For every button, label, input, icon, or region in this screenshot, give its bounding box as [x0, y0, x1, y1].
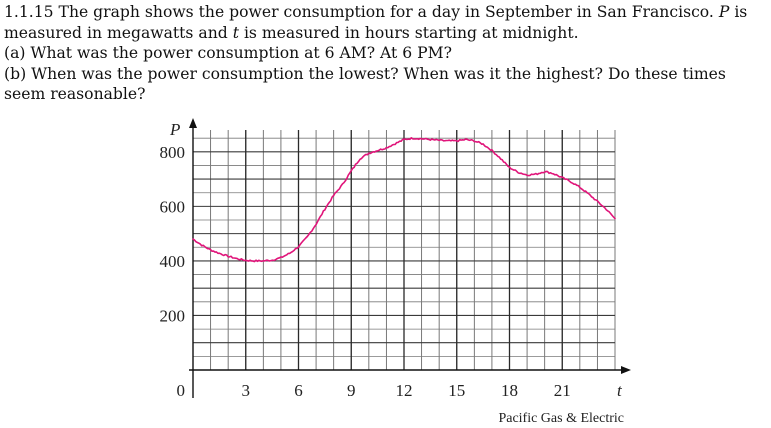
power-curve — [192, 137, 616, 263]
x-axis-arrow — [621, 366, 631, 374]
chart-series — [192, 137, 616, 263]
x-tick-label: 21 — [554, 381, 571, 400]
y-tick-label: 800 — [160, 143, 186, 162]
chart-grid — [193, 130, 616, 370]
problem-part-b-line-1: (b) When was the power consumption the l… — [4, 64, 726, 83]
problem-part-a: (a) What was the power consumption at 6 … — [4, 44, 452, 62]
source-credit: Pacific Gas & Electric — [498, 411, 624, 426]
chart-axes — [189, 118, 631, 398]
problem-line-2: measured in megawatts and t is measured … — [4, 23, 579, 42]
y-tick-label: 400 — [160, 252, 186, 271]
chart-tick-labels: 3 6 9 12 15 18 21 200 400 600 800 — [160, 143, 571, 400]
y-axis-label: P — [169, 120, 180, 139]
variable-p: P — [718, 3, 730, 21]
y-axis-arrow — [189, 118, 197, 128]
x-tick-label: 12 — [396, 381, 413, 400]
x-tick-label: 15 — [448, 381, 465, 400]
x-axis-label: t — [617, 381, 623, 400]
problem-statement: 1.1.15 The graph shows the power consump… — [4, 2, 768, 105]
x-tick-label: 3 — [242, 381, 251, 400]
x-tick-label: 18 — [501, 381, 518, 400]
origin-label: 0 — [177, 381, 186, 400]
y-tick-label: 600 — [160, 197, 186, 216]
problem-line-1: 1.1.15 The graph shows the power consump… — [4, 3, 748, 21]
problem-part-b-line-2: seem reasonable? — [4, 85, 146, 103]
x-tick-label: 9 — [347, 381, 356, 400]
x-tick-label: 6 — [294, 381, 303, 400]
variable-t: t — [232, 23, 239, 42]
y-tick-label: 200 — [160, 306, 186, 325]
